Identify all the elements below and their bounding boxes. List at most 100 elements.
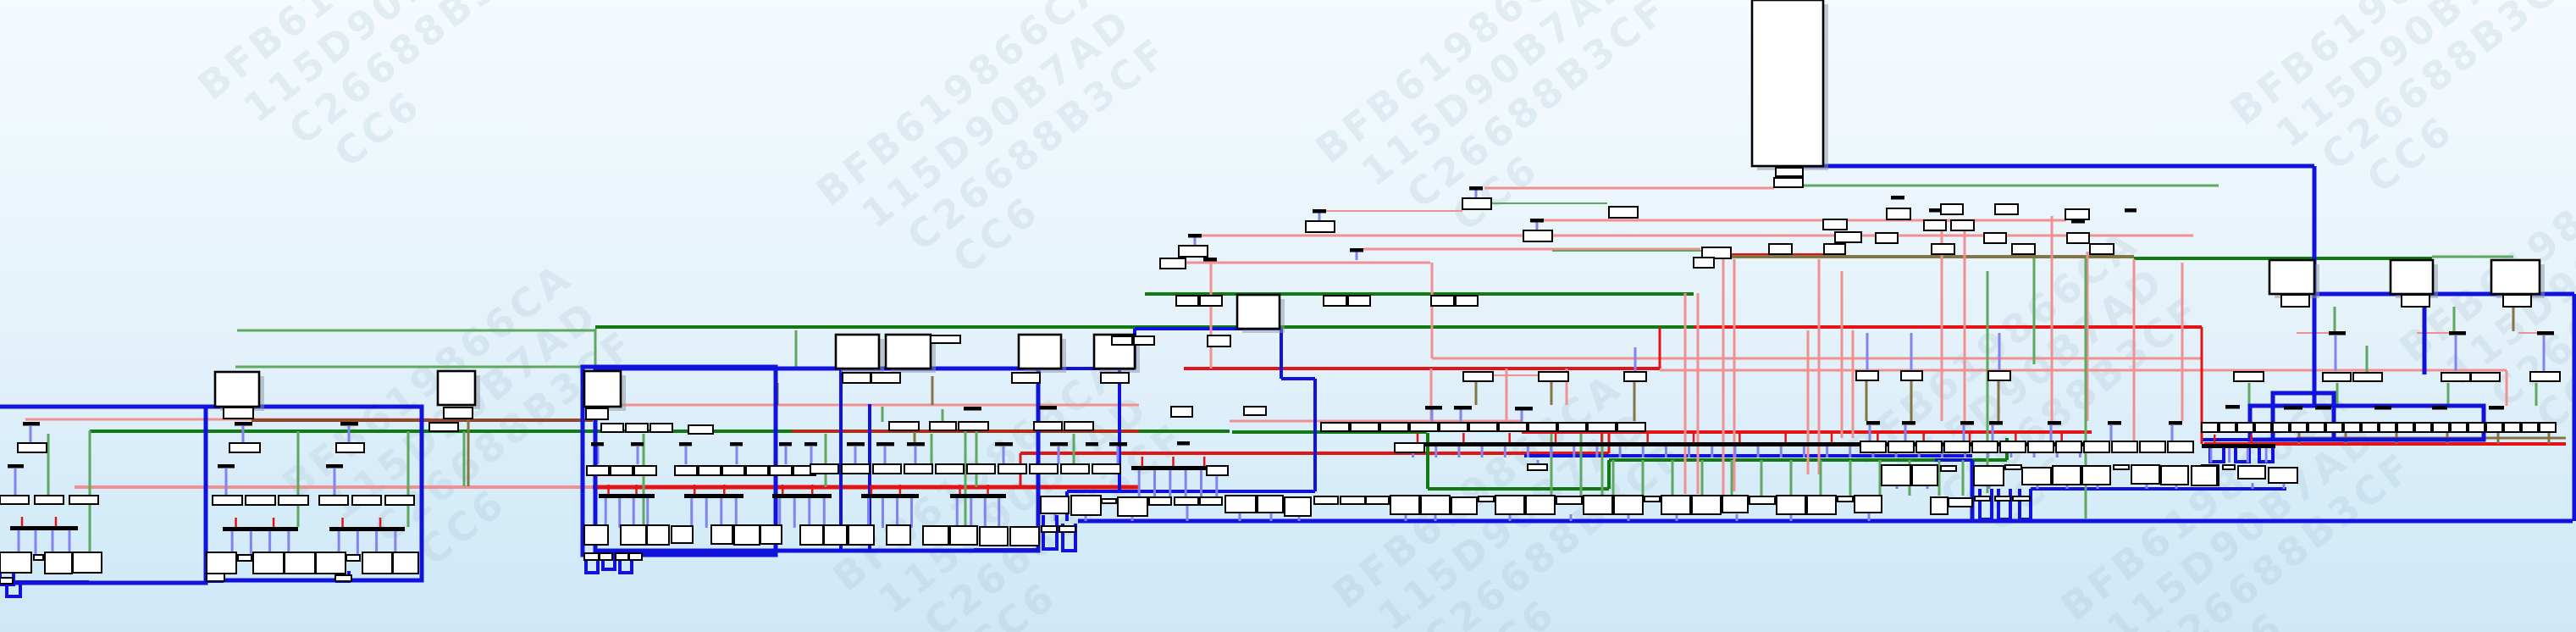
api-node[interactable] [2201, 422, 2219, 433]
api-node[interactable] [1033, 421, 1063, 431]
api-node[interactable] [1974, 496, 1991, 502]
api-node[interactable] [2401, 294, 2430, 308]
api-node[interactable] [206, 552, 237, 574]
api-node[interactable] [2254, 422, 2272, 433]
api-node[interactable] [2432, 422, 2450, 433]
api-node[interactable] [284, 552, 316, 574]
api-node[interactable] [1691, 495, 1722, 515]
api-node[interactable] [1199, 496, 1223, 506]
api-node[interactable] [2450, 422, 2468, 433]
api-node[interactable] [2529, 371, 2561, 382]
process-node[interactable] [2389, 258, 2435, 296]
api-node[interactable] [1860, 441, 1887, 453]
api-node[interactable] [2233, 371, 2264, 382]
api-node[interactable] [871, 372, 901, 384]
api-node[interactable] [1557, 422, 1587, 432]
api-node[interactable] [1538, 371, 1569, 382]
api-node[interactable] [904, 463, 933, 474]
api-node[interactable] [1881, 464, 1911, 486]
api-node[interactable] [1323, 295, 1347, 307]
api-node[interactable] [2272, 422, 2290, 433]
process-node[interactable] [436, 369, 477, 407]
api-node[interactable] [1749, 496, 1776, 505]
api-node[interactable] [1092, 463, 1121, 474]
api-node[interactable] [2089, 243, 2114, 255]
process-node[interactable] [884, 333, 932, 370]
api-node[interactable] [1257, 495, 1284, 513]
api-node[interactable] [1117, 496, 1148, 517]
api-node[interactable] [1722, 495, 1749, 513]
api-node[interactable] [1911, 464, 1938, 486]
api-node[interactable] [2066, 232, 2090, 244]
api-node[interactable] [2027, 441, 2054, 453]
api-node[interactable] [2502, 294, 2532, 308]
api-node[interactable] [823, 524, 848, 546]
api-node[interactable] [935, 463, 965, 474]
api-node[interactable] [2280, 294, 2310, 308]
api-node[interactable] [1100, 372, 1130, 384]
api-node[interactable] [0, 552, 32, 574]
api-node[interactable] [599, 552, 613, 561]
api-node[interactable] [1999, 441, 2026, 453]
api-node[interactable] [1394, 442, 1425, 453]
api-node[interactable] [949, 525, 978, 546]
api-node[interactable] [1923, 219, 1947, 231]
api-node[interactable] [2521, 422, 2539, 433]
api-node[interactable] [1305, 220, 1335, 233]
api-node[interactable] [888, 421, 920, 431]
api-node[interactable] [1768, 243, 1793, 255]
api-node[interactable] [315, 552, 346, 574]
api-node[interactable] [1430, 295, 1455, 307]
api-node[interactable] [922, 525, 949, 546]
api-node[interactable] [1987, 370, 2011, 381]
api-node[interactable] [585, 407, 609, 420]
api-node[interactable] [1886, 208, 1911, 220]
api-node[interactable] [1439, 422, 1468, 432]
api-node[interactable] [2352, 372, 2383, 382]
api-node[interactable] [2081, 465, 2111, 485]
api-node[interactable] [1994, 496, 2011, 502]
api-node[interactable] [1455, 295, 1479, 307]
api-node[interactable] [799, 524, 824, 546]
api-node[interactable] [428, 422, 459, 432]
api-node[interactable] [2222, 464, 2236, 470]
api-node[interactable] [966, 463, 996, 474]
api-node[interactable] [1379, 422, 1409, 432]
api-node[interactable] [688, 424, 714, 435]
api-node[interactable] [2167, 441, 2194, 453]
api-node[interactable] [1148, 496, 1172, 506]
api-node[interactable] [1320, 422, 1350, 432]
api-node[interactable] [2379, 422, 2396, 433]
api-node[interactable] [1973, 465, 2004, 486]
api-node[interactable] [229, 442, 261, 453]
api-node[interactable] [2004, 464, 2022, 470]
api-node[interactable] [2268, 467, 2298, 484]
api-node[interactable] [2160, 465, 2189, 485]
api-node[interactable] [2065, 208, 2090, 220]
process-node[interactable] [1235, 293, 1281, 330]
api-node[interactable] [1101, 498, 1117, 504]
process-node[interactable] [834, 333, 881, 370]
api-node[interactable] [710, 524, 733, 545]
api-node[interactable] [979, 526, 1009, 546]
api-node[interactable] [1527, 463, 1548, 471]
api-node[interactable] [1523, 230, 1553, 242]
api-node[interactable] [1041, 525, 1058, 533]
api-node[interactable] [1347, 295, 1371, 307]
api-node[interactable] [345, 554, 361, 562]
api-node[interactable] [929, 421, 957, 431]
api-node[interactable] [278, 495, 309, 506]
api-node[interactable] [810, 463, 839, 474]
api-node[interactable] [2113, 464, 2130, 470]
api-node[interactable] [1900, 370, 1923, 381]
api-node[interactable] [1133, 335, 1155, 346]
api-node[interactable] [1773, 177, 1804, 188]
api-node[interactable] [1888, 441, 1915, 453]
api-node[interactable] [318, 495, 349, 506]
api-node[interactable] [44, 552, 73, 574]
api-node[interactable] [335, 442, 365, 453]
api-node[interactable] [1701, 247, 1732, 259]
process-node[interactable] [2490, 258, 2541, 296]
api-node[interactable] [1029, 463, 1059, 474]
api-node[interactable] [2503, 422, 2521, 433]
